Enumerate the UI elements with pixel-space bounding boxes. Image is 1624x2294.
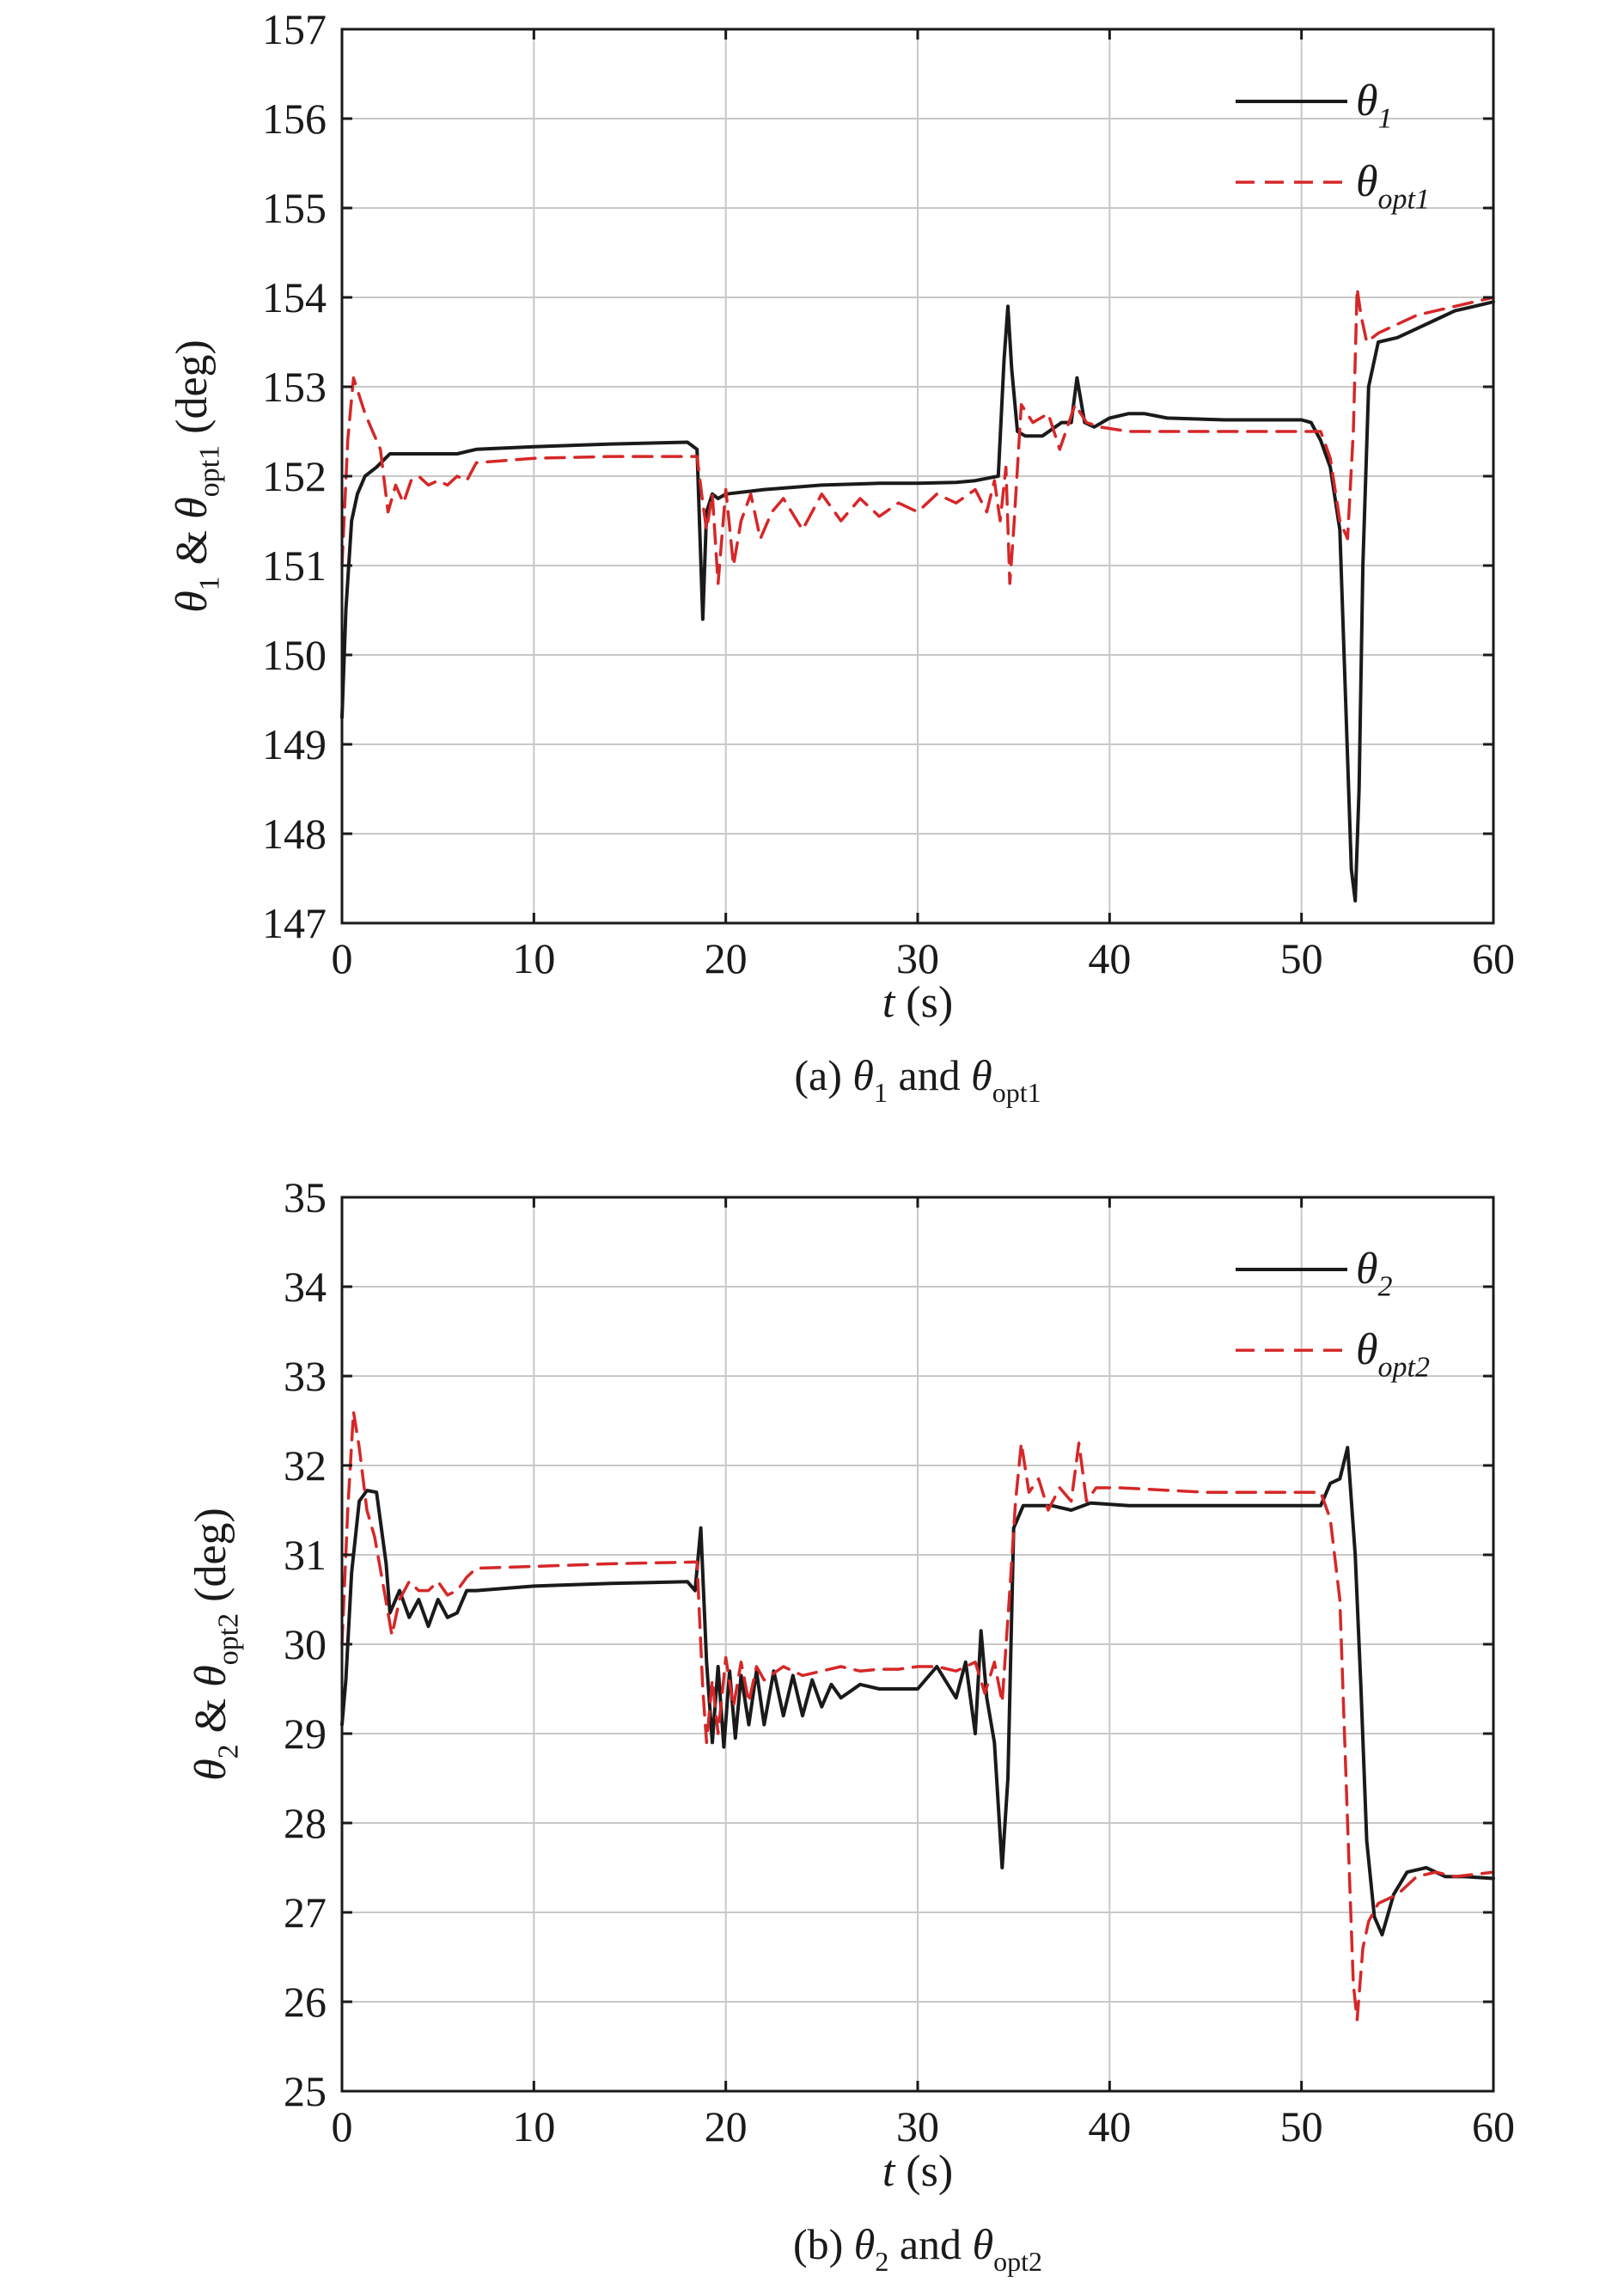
y-tick-label: 149: [262, 720, 327, 768]
y-tick-label: 147: [262, 899, 327, 947]
x-tick-label: 20: [705, 2102, 748, 2150]
y-tick-label: 153: [262, 363, 327, 411]
y-tick-label: 25: [284, 2067, 327, 2115]
chart-panel-b: 0 10 20 30 40 50 60 25 26 27 28 29 30 31 32 33 34 35 t (s)…: [186, 1173, 1515, 2277]
x-tick-label: 30: [896, 2102, 939, 2150]
x-tick-label: 30: [896, 934, 939, 982]
y-axis-label: θ2​ & θopt2​ (deg): [186, 1508, 245, 1781]
y-tick-label: 26: [284, 1978, 327, 2026]
series-line-measured: [340, 1446, 1495, 1936]
legend-label: θopt1​: [1356, 157, 1430, 216]
y-tick-label: 148: [262, 810, 327, 858]
x-tick-label: 60: [1472, 934, 1515, 982]
y-tick-label: 151: [262, 541, 327, 590]
x-tick-label: 10: [512, 934, 555, 982]
x-tick-label: 20: [705, 934, 748, 982]
legend-label: θopt2​: [1356, 1325, 1430, 1384]
x-tick-label: 0: [332, 934, 353, 982]
y-tick-label: 30: [284, 1620, 327, 1668]
x-tick-label: 50: [1280, 934, 1323, 982]
x-tick-label: 40: [1088, 2102, 1131, 2150]
y-tick-label: 32: [284, 1441, 327, 1490]
y-axis-label: θ1​ & θopt1​ (deg): [168, 340, 226, 613]
y-tick-label: 157: [262, 5, 327, 53]
y-tick-label: 156: [262, 95, 327, 143]
x-tick-label: 0: [332, 2102, 353, 2150]
y-tick-label: 34: [284, 1263, 327, 1311]
y-tick-label: 152: [262, 452, 327, 500]
y-tick-label: 154: [262, 273, 327, 321]
legend-label: θ1​: [1356, 76, 1393, 135]
x-axis-label: t (s): [882, 2147, 953, 2196]
x-axis-label: t (s): [882, 978, 953, 1027]
x-tick-label: 10: [512, 2102, 555, 2150]
series-line-optimal: [340, 286, 1495, 585]
chart-panel-a: 0 10 20 30 40 50 60 147 148 149 150 151 152 153 154 155…: [168, 5, 1515, 1108]
x-tick-label: 60: [1472, 2102, 1515, 2150]
y-tick-label: 155: [262, 184, 327, 232]
y-tick-label: 27: [284, 1888, 327, 1936]
y-tick-label: 29: [284, 1710, 327, 1758]
y-tick-label: 33: [284, 1352, 327, 1400]
series-line-measured: [340, 300, 1495, 902]
figure-caption: (a) θ1​ and θopt1​: [794, 1051, 1041, 1108]
y-tick-label: 150: [262, 631, 327, 679]
series-line-optimal: [340, 1410, 1495, 2022]
x-tick-label: 50: [1280, 2102, 1323, 2150]
legend-label: θ2​: [1356, 1245, 1393, 1303]
y-tick-label: 35: [284, 1173, 327, 1221]
y-tick-label: 31: [284, 1531, 327, 1579]
figure-caption: (b) θ2​ and θopt2​: [793, 2220, 1042, 2277]
x-tick-label: 40: [1088, 934, 1131, 982]
y-tick-label: 28: [284, 1799, 327, 1847]
